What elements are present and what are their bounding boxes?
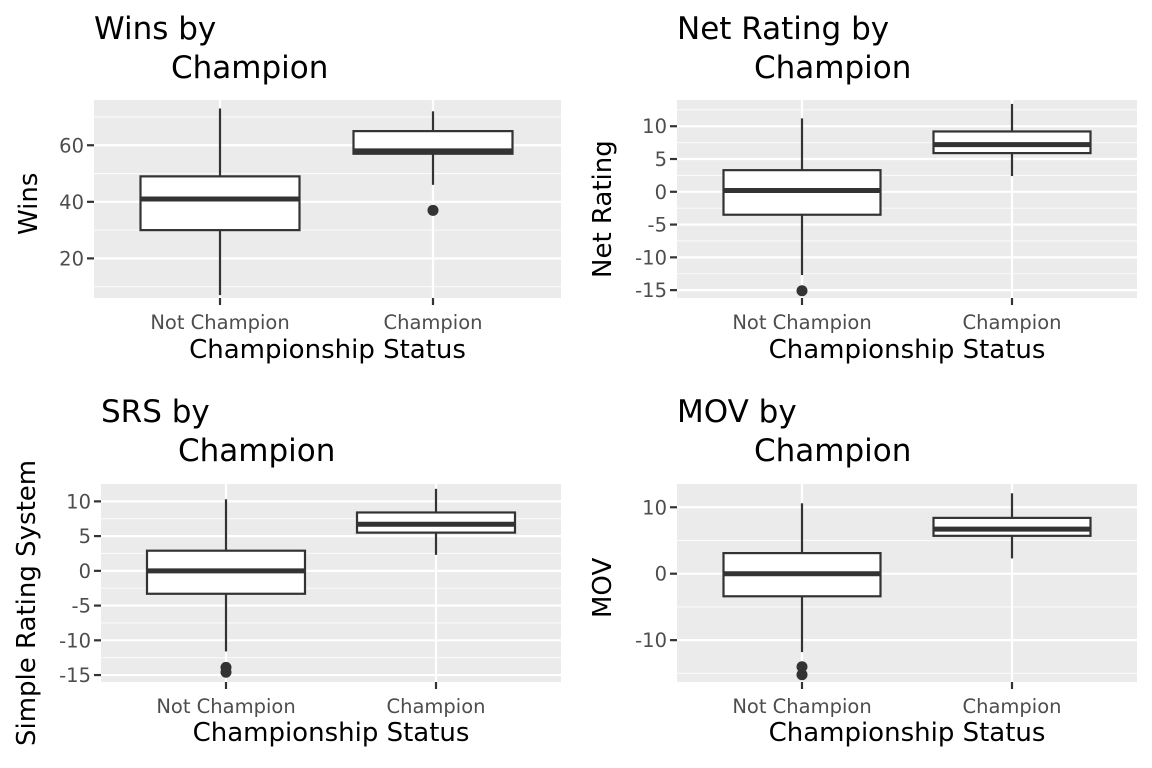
boxplot-not-champion: [139, 108, 301, 296]
title-line-1: Net Rating by: [677, 11, 890, 47]
title-line-1: MOV by: [677, 394, 797, 430]
y-tick-label: -15: [635, 279, 667, 302]
iqr-box: [352, 130, 514, 155]
title-line-2: Champion: [178, 433, 336, 469]
title-line-2: Champion: [171, 50, 329, 86]
y-tick-label: -15: [59, 664, 91, 687]
panel-title: SRS by Champion: [101, 393, 335, 471]
x-tick-label: Not Champion: [156, 695, 295, 718]
boxplot-champion: [352, 111, 514, 216]
x-tick-label: Champion: [962, 695, 1061, 718]
x-tick-label: Not Champion: [732, 695, 871, 718]
x-axis-label: Championship Status: [192, 718, 470, 748]
x-tick-label: Champion: [386, 695, 485, 718]
boxplot-not-champion: [722, 118, 882, 297]
title-line-2: Champion: [754, 433, 912, 469]
boxplot-not-champion: [722, 503, 882, 681]
y-tick-label: 40: [59, 191, 84, 214]
x-axis-label: Championship Status: [768, 335, 1046, 365]
y-tick-label: -10: [635, 629, 667, 652]
iqr-box: [139, 175, 301, 232]
y-tick-label: -5: [648, 214, 667, 237]
panel-title: Net Rating by Champion: [677, 10, 911, 88]
outlier-point: [796, 285, 808, 297]
y-tick-label: 10: [66, 490, 91, 513]
outlier-point: [220, 666, 232, 678]
y-tick-label: 0: [79, 560, 91, 583]
y-tick-label: 5: [79, 525, 91, 548]
y-tick-label: -10: [635, 246, 667, 269]
outlier-point: [796, 661, 808, 673]
panel-title: MOV by Champion: [677, 393, 911, 471]
y-tick-label: 10: [642, 496, 667, 519]
x-axis-label: Championship Status: [189, 335, 466, 365]
y-tick-label: -10: [59, 629, 91, 652]
x-tick-label: Champion: [962, 311, 1061, 334]
y-tick-label: 20: [59, 247, 84, 270]
y-tick-label: 5: [655, 148, 667, 171]
boxplot-champion: [932, 103, 1092, 177]
title-line-1: SRS by: [101, 394, 210, 430]
y-tick-label: -5: [72, 595, 91, 618]
boxplot-not-champion: [145, 499, 307, 678]
x-tick-label: Not Champion: [732, 311, 871, 334]
x-tick-label: Not Champion: [150, 311, 289, 334]
x-axis-label: Championship Status: [768, 718, 1046, 748]
boxplot-champion: [355, 488, 517, 555]
title-line-1: Wins by: [94, 11, 217, 47]
boxplot-champion: [932, 493, 1092, 559]
outlier-point: [796, 669, 808, 681]
y-tick-label: 0: [655, 563, 667, 586]
outlier-point: [427, 204, 439, 216]
title-line-2: Champion: [754, 50, 912, 86]
panel-title: Wins by Champion: [94, 10, 328, 88]
y-tick-label: 10: [642, 115, 667, 138]
y-tick-label: 0: [655, 181, 667, 204]
y-tick-label: 60: [59, 134, 84, 157]
x-tick-label: Champion: [383, 311, 482, 334]
